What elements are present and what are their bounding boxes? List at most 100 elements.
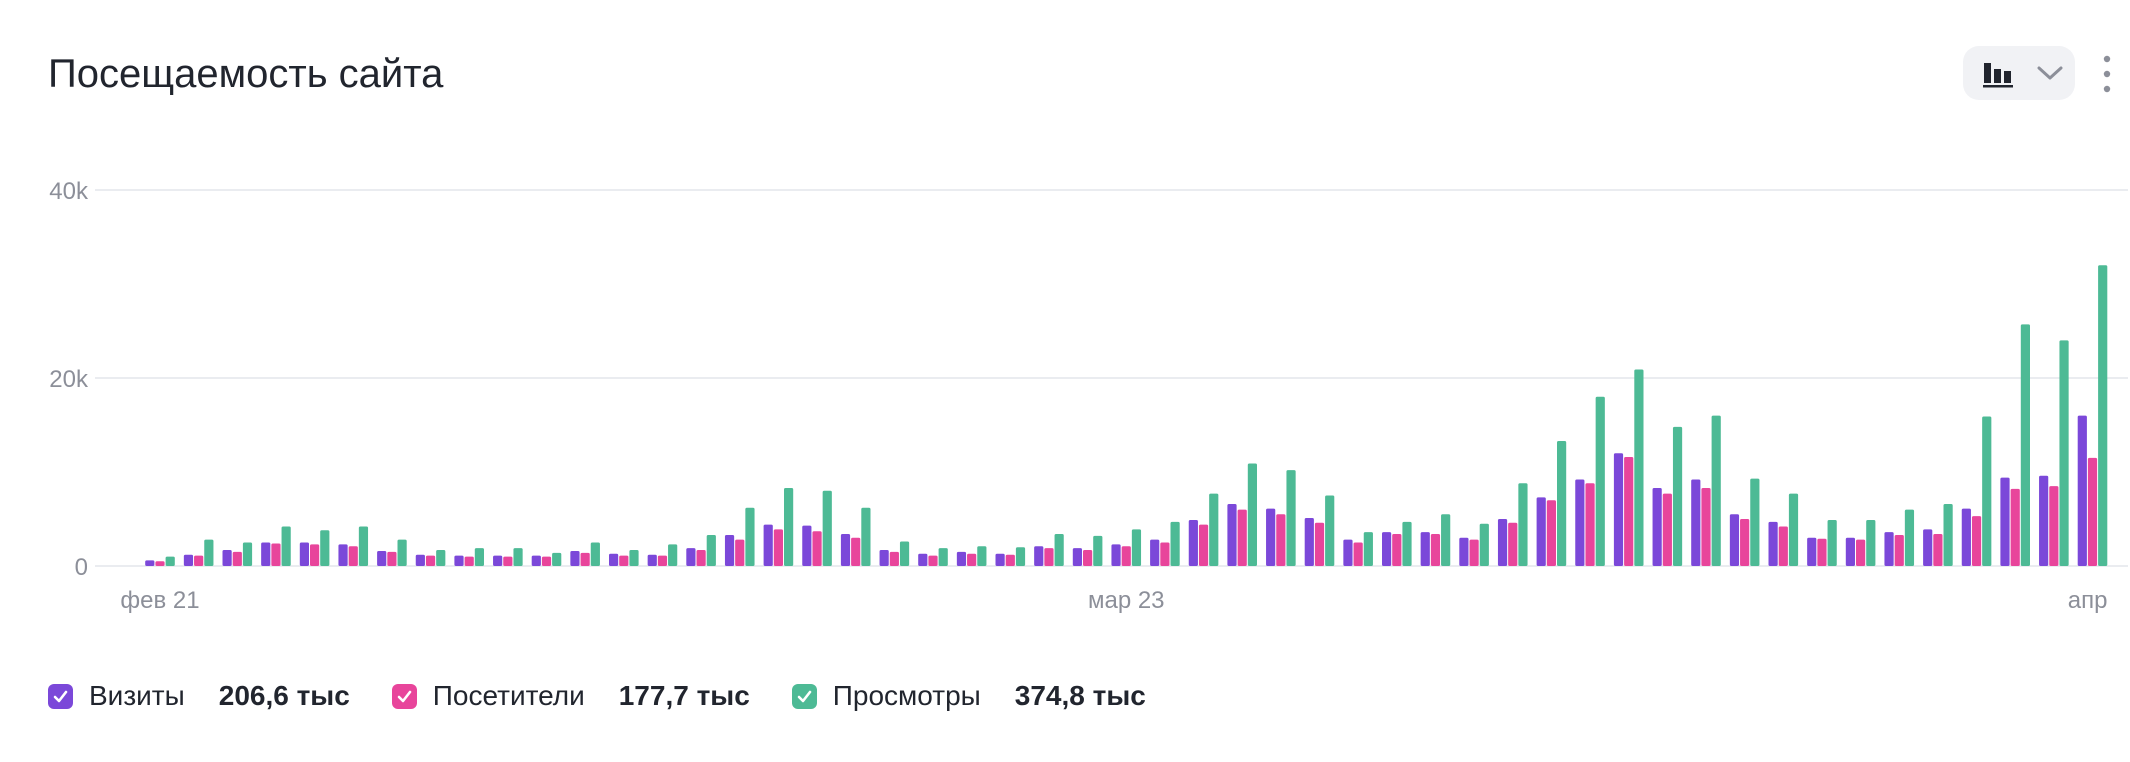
more-vertical-icon[interactable] (2101, 54, 2113, 94)
bar-visits (2000, 477, 2010, 566)
y-tick-label: 0 (75, 554, 88, 581)
bar-visits (493, 555, 503, 566)
bar-visitors (1740, 519, 1750, 566)
bar-visits (2039, 475, 2049, 566)
bar-visits (299, 542, 309, 566)
bar-views (629, 550, 639, 566)
bar-visits (1034, 546, 1044, 566)
bar-visitors (1121, 546, 1131, 566)
bar-visitors (1662, 493, 1672, 566)
bar-visits (1768, 521, 1778, 566)
bar-visitors (348, 546, 358, 566)
bar-views (1788, 493, 1799, 566)
bar-visitors (1276, 514, 1286, 566)
bar-views (1325, 495, 1335, 566)
bar-views (281, 526, 291, 566)
bar-visitors (851, 537, 861, 566)
bar-views (358, 526, 369, 566)
bar-views (320, 530, 330, 566)
bar-visitors (232, 551, 242, 566)
checkbox-checked-icon[interactable] (391, 683, 417, 709)
bar-visitors (194, 555, 204, 566)
bar-visitors (464, 556, 474, 566)
bar-views (706, 534, 716, 566)
chart-type-switch[interactable] (1963, 46, 2075, 100)
bar-visitors (1044, 548, 1054, 566)
bar-visits (763, 524, 773, 566)
bar-visitors (2049, 486, 2059, 566)
bar-visits (1497, 519, 1508, 566)
bar-visitors (1585, 483, 1595, 566)
bar-visitors (541, 556, 552, 566)
bar-chart-icon (1983, 63, 2013, 88)
bar-views (436, 550, 446, 566)
bar-visitors (271, 543, 281, 566)
bar-views (899, 541, 910, 566)
bar-visitors (773, 529, 783, 566)
bar-visits (570, 550, 580, 566)
bar-views (1479, 523, 1489, 566)
bar-views (1518, 483, 1528, 566)
bar-views (1750, 478, 1760, 566)
bar-visits (261, 542, 271, 566)
bar-views (1170, 521, 1180, 566)
traffic-bar-chart: 0 20k 40k фев 21 мар 23 апр (49, 178, 2128, 614)
bar-visits (1575, 479, 1585, 566)
bar-visits (1691, 479, 1701, 566)
bar-visitors (2087, 457, 2098, 566)
bar-views (1286, 470, 1296, 566)
bar-visitors (1469, 539, 1479, 566)
bar-visitors (812, 531, 822, 566)
bar-views (668, 544, 678, 566)
bar-views (1363, 532, 1373, 566)
bar-visitors (1856, 539, 1866, 566)
bar-visits (724, 534, 735, 566)
chevron-down-icon (2037, 66, 2063, 80)
bar-views (1866, 519, 1876, 566)
bar-visitors (1353, 542, 1363, 566)
bar-visits (1420, 532, 1430, 566)
bar-views (1131, 529, 1142, 566)
bar-visits (1382, 532, 1392, 566)
chart-legend: Визиты 206,6 тыс Посетители 177,7 тыс Пр… (48, 676, 1188, 716)
bar-visitors (310, 544, 320, 566)
x-tick-label: апр (2068, 587, 2108, 614)
bar-visitors (1160, 542, 1170, 566)
bar-visits (686, 548, 696, 566)
legend-total: 206,6 тыс (218, 680, 350, 711)
checkbox-checked-icon[interactable] (791, 683, 817, 709)
bar-views (1093, 535, 1103, 566)
bar-visits (1343, 539, 1353, 566)
bar-views (1943, 503, 1953, 566)
bar-visitors (1314, 522, 1325, 566)
bar-visits (338, 544, 348, 566)
bar-views (784, 487, 794, 566)
x-tick-label: мар 23 (1088, 587, 1165, 614)
bar-views (2059, 340, 2069, 566)
bar-views (1711, 415, 1721, 566)
bar-visits (956, 551, 967, 566)
bar-visits (1227, 503, 1237, 566)
bar-views (1441, 514, 1451, 566)
bar-visitors (155, 561, 165, 566)
legend-item-views[interactable]: Просмотры 374,8 тыс (791, 680, 1146, 712)
bar-views (397, 539, 407, 566)
legend-item-visits[interactable]: Визиты 206,6 тыс (48, 680, 350, 712)
bar-visits (454, 555, 464, 566)
bar-visitors (580, 552, 590, 566)
bar-visitors (889, 551, 899, 566)
checkbox-checked-icon[interactable] (48, 683, 73, 709)
bar-visits (1961, 508, 1971, 566)
legend-item-visitors[interactable]: Посетители 177,7 тыс (391, 680, 750, 712)
bar-visits (1150, 539, 1160, 566)
bar-visitors (967, 553, 977, 566)
bar-visits (1111, 544, 1121, 566)
bar-visits (1613, 453, 1624, 566)
bar-visitors (1546, 500, 1556, 566)
bar-views (1672, 426, 1683, 566)
bar-visitors (1005, 554, 1015, 566)
bar-visits (840, 534, 851, 566)
bar-visitors (387, 551, 397, 566)
bar-visitors (1624, 456, 1634, 566)
